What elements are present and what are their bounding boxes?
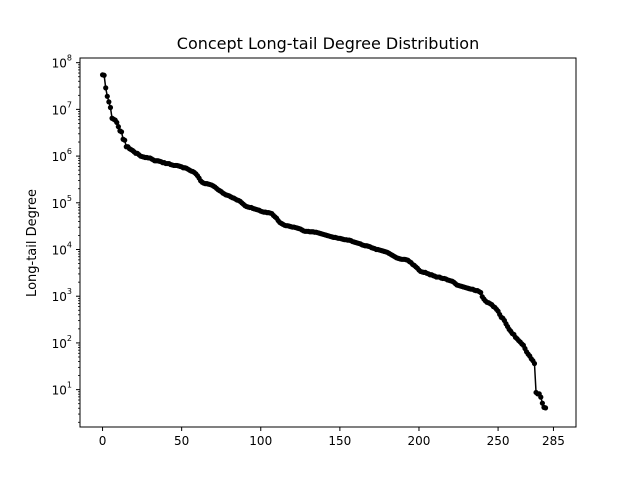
y-tick-exponent: 6 xyxy=(67,147,72,156)
y-tick-label: 105 xyxy=(52,194,72,211)
x-tick-label: 200 xyxy=(408,434,431,448)
y-tick-label: 104 xyxy=(52,241,72,258)
data-point xyxy=(478,289,484,296)
data-point xyxy=(122,137,128,143)
y-tick-exponent: 7 xyxy=(67,100,72,109)
y-tick-base: 10 xyxy=(52,57,67,71)
y-tick-label: 103 xyxy=(52,287,72,304)
data-point xyxy=(104,93,110,99)
y-tick-exponent: 1 xyxy=(67,381,72,390)
y-tick-base: 10 xyxy=(52,290,67,304)
data-point xyxy=(114,119,120,126)
data-point xyxy=(107,104,114,111)
y-tick-label: 107 xyxy=(52,100,72,117)
y-tick-base: 10 xyxy=(52,150,67,164)
x-tick-label: 285 xyxy=(542,434,565,448)
data-point xyxy=(531,360,538,367)
y-tick-base: 10 xyxy=(52,384,67,398)
y-tick-exponent: 4 xyxy=(67,241,72,250)
y-tick-exponent: 8 xyxy=(67,54,72,63)
y-tick-base: 10 xyxy=(52,337,67,351)
y-tick-exponent: 3 xyxy=(67,287,72,296)
x-tick-label: 250 xyxy=(487,434,510,448)
y-tick-label: 101 xyxy=(52,381,72,398)
data-point xyxy=(101,72,107,78)
x-axis-ticks: 0 50 100 150 200 250 285 xyxy=(99,427,565,448)
x-tick-label: 50 xyxy=(174,434,189,448)
x-tick-label: 100 xyxy=(249,434,272,448)
y-tick-base: 10 xyxy=(52,244,67,258)
y-tick-label: 102 xyxy=(52,334,72,351)
y-tick-base: 10 xyxy=(52,197,67,211)
data-series xyxy=(99,72,549,411)
data-point xyxy=(115,124,121,130)
data-point xyxy=(539,400,545,406)
y-tick-exponent: 5 xyxy=(67,194,72,203)
data-point xyxy=(103,85,109,91)
data-point xyxy=(538,394,544,400)
x-tick-label: 0 xyxy=(99,434,107,448)
y-tick-base: 10 xyxy=(52,103,67,117)
data-point xyxy=(118,129,125,135)
x-tick-label: 150 xyxy=(328,434,351,448)
y-tick-label: 108 xyxy=(52,54,72,71)
y-tick-exponent: 2 xyxy=(67,334,72,343)
y-axis-label: Long-tail Degree xyxy=(25,189,40,297)
plot-area-frame xyxy=(79,57,577,428)
y-tick-label: 106 xyxy=(52,147,72,164)
chart-title: Concept Long-tail Degree Distribution xyxy=(177,34,479,53)
data-point xyxy=(542,405,549,411)
data-point xyxy=(106,99,112,105)
